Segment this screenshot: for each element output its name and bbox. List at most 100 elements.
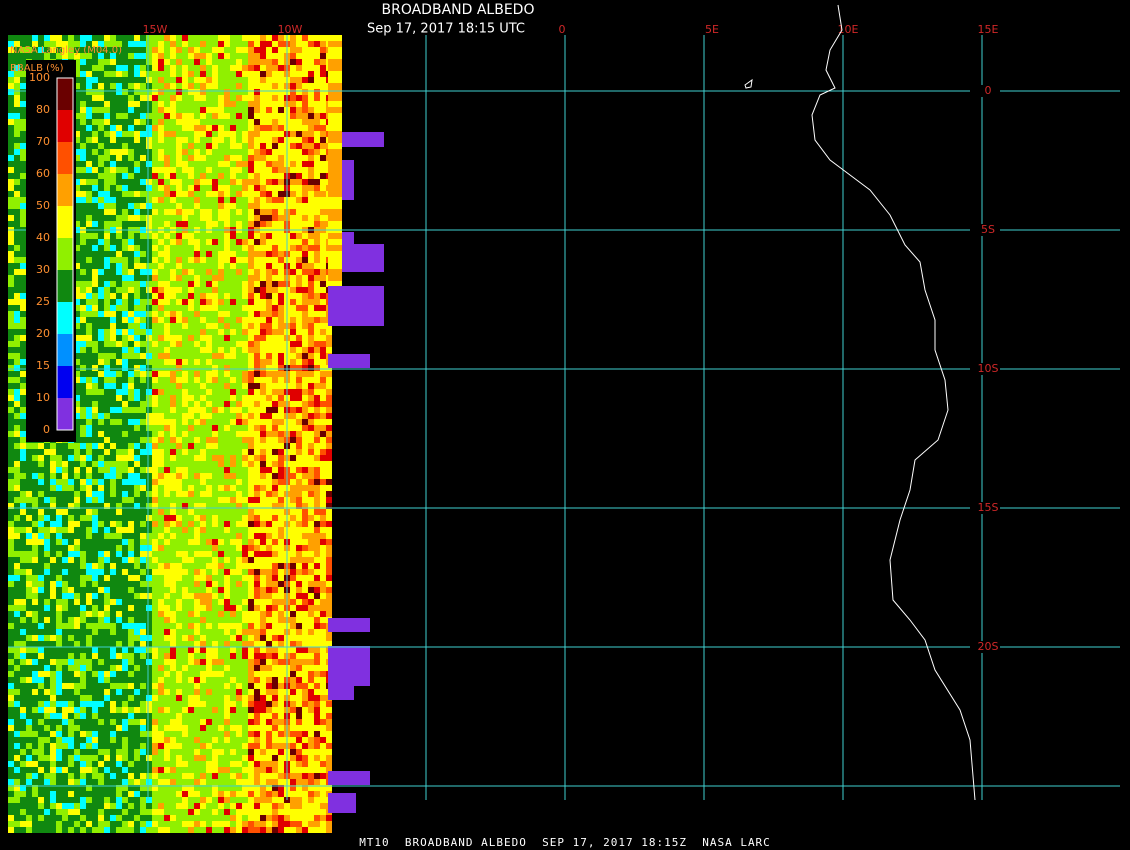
pixel [86,449,92,455]
pixel [224,41,230,47]
pixel [104,737,110,743]
pixel [86,659,92,665]
pixel [92,731,98,737]
pixel [188,623,194,629]
pixel [224,443,230,449]
pixel [62,743,68,749]
pixel [110,671,116,677]
pixel [212,527,218,533]
pixel [74,599,80,605]
pixel [8,659,14,665]
pixel [86,671,92,677]
pixel [80,425,86,431]
pixel [188,737,194,743]
pixel [176,407,182,413]
pixel [128,371,134,377]
pixel [158,59,164,65]
pixel [80,683,86,689]
pixel [116,281,122,287]
pixel [218,773,224,779]
pixel [20,365,26,371]
pixel [224,395,230,401]
pixel [158,521,164,527]
pixel [20,707,26,713]
pixel [32,35,38,41]
pixel [44,701,50,707]
pixel [176,431,182,437]
pixel [140,263,146,269]
pixel [176,443,182,449]
pixel [92,257,98,263]
pixel [182,677,188,683]
pixel [128,503,134,509]
pixel [206,629,212,635]
pixel [104,557,110,563]
pixel [170,209,176,215]
pixel [68,581,74,587]
pixel [98,347,104,353]
pixel [182,557,188,563]
pixel [206,803,212,809]
pixel [128,281,134,287]
pixel [26,539,32,545]
pixel [200,347,206,353]
pixel [182,545,188,551]
pixel [206,605,212,611]
pixel [98,449,104,455]
pixel [98,203,104,209]
pixel [188,311,194,317]
pixel [206,527,212,533]
pixel [134,785,140,791]
pixel [134,599,140,605]
pixel [50,443,56,449]
pixel [8,773,14,779]
pixel [80,743,86,749]
pixel [38,803,44,809]
pixel [146,605,152,611]
pixel [122,449,128,455]
pixel [26,545,32,551]
pixel [164,365,170,371]
pixel [224,305,230,311]
pixel [164,383,170,389]
pixel [146,815,152,821]
pixel [122,155,128,161]
pixel [158,767,164,773]
pixel [128,665,134,671]
pixel [134,347,140,353]
pixel [86,323,92,329]
pixel [140,761,146,767]
pixel [188,293,194,299]
pixel [128,581,134,587]
pixel [218,359,224,365]
pixel [74,497,80,503]
pixel [146,569,152,575]
pixel [32,683,38,689]
pixel [62,827,68,833]
pixel [176,569,182,575]
pixel [170,347,176,353]
pixel [92,143,98,149]
pixel [164,215,170,221]
pixel [164,479,170,485]
pixel [128,791,134,797]
pixel [182,383,188,389]
pixel [158,401,164,407]
pixel [32,755,38,761]
pixel [212,269,218,275]
pixel [200,41,206,47]
pixel [86,533,92,539]
pixel [170,143,176,149]
pixel [140,647,146,653]
pixel [134,263,140,269]
pixel [80,251,86,257]
pixel [146,221,152,227]
pixel [188,65,194,71]
pixel [116,185,122,191]
pixel [212,407,218,413]
pixel [134,197,140,203]
pixel [152,647,158,653]
pixel [20,761,26,767]
pixel [188,323,194,329]
pixel [122,293,128,299]
